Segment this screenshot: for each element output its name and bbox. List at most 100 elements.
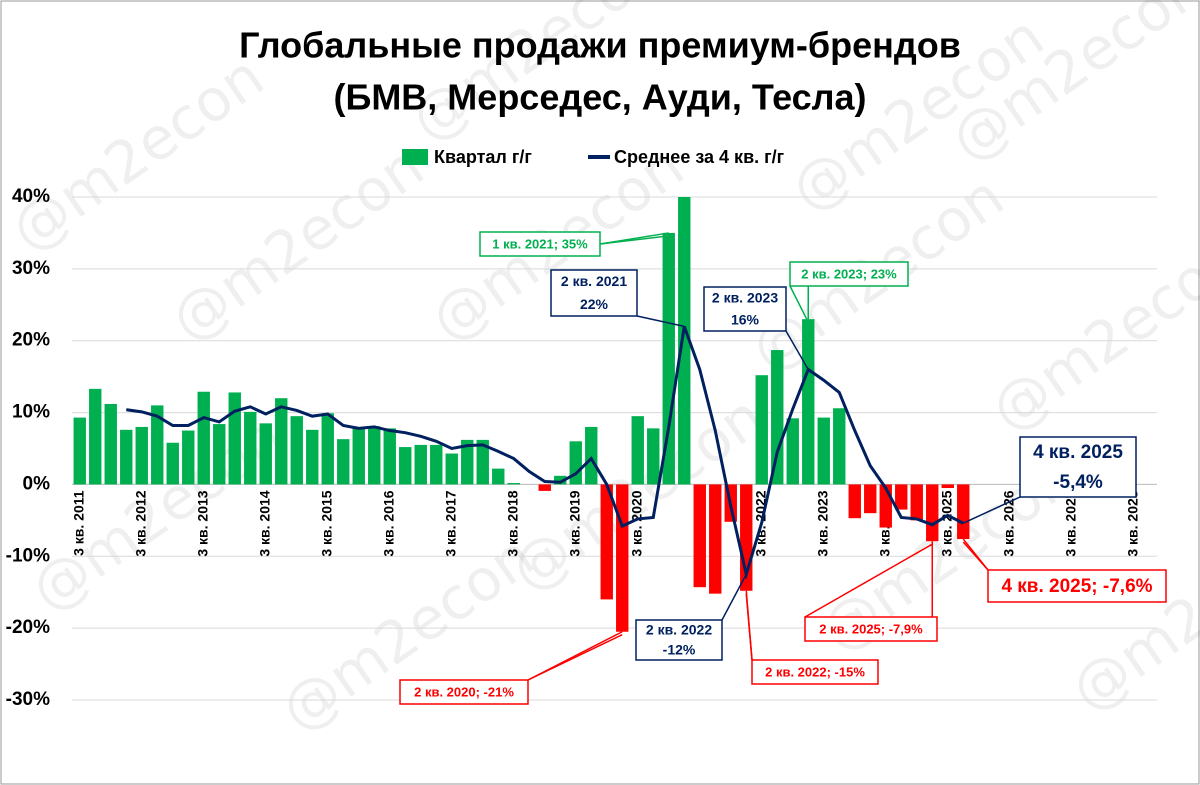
bar [554, 475, 567, 485]
bar [802, 319, 815, 485]
bar [476, 439, 489, 485]
annotation-text: -12% [663, 642, 696, 658]
bar [771, 350, 784, 485]
x-tick-label: 3 кв. 2026 [1000, 490, 1016, 556]
bar [337, 439, 350, 485]
x-tick-label: 3 кв. 2011 [70, 490, 86, 556]
annotation-text: 2 кв. 2020; -21% [414, 684, 514, 699]
bar [244, 411, 257, 485]
bar [228, 392, 241, 485]
annotation-text: 22% [580, 296, 609, 312]
bar [492, 468, 505, 485]
bar [368, 426, 381, 485]
bar [817, 417, 830, 485]
bar [600, 484, 613, 600]
bar [89, 388, 102, 485]
bar [507, 482, 520, 485]
bar [941, 484, 954, 489]
bar [538, 484, 551, 491]
bar [585, 426, 598, 485]
bar [616, 484, 629, 632]
annotation-box [1019, 436, 1137, 498]
chart-title: (БМВ, Мерседес, Ауди, Тесла) [333, 77, 866, 118]
x-tick-label: 3 кв. 2015 [318, 490, 334, 556]
bar [166, 442, 179, 485]
annotation-box [550, 269, 638, 317]
bar [895, 484, 908, 510]
bar [693, 484, 706, 588]
x-tick-label: 3 кв. 2023 [814, 490, 830, 556]
y-tick-label: 10% [12, 402, 50, 423]
annotation-box [399, 679, 529, 705]
leader-line [789, 285, 809, 323]
annotation-text: 2 кв. 2023 [712, 290, 778, 306]
bar [461, 439, 474, 485]
leader-line [785, 330, 809, 370]
annotation-text: 2 кв. 2023; 23% [801, 266, 897, 281]
bar [662, 232, 675, 485]
chart-title: Глобальные продажи премиум-брендов [239, 25, 961, 66]
x-tick-label: 3 кв. 2027 [1062, 490, 1078, 556]
annotation-box [804, 616, 938, 642]
bar [73, 417, 86, 485]
legend-swatch [402, 149, 428, 165]
bar [352, 428, 365, 485]
leader-line [721, 573, 747, 621]
legend-label: Квартал г/г [434, 147, 532, 167]
x-tick-label: 3 кв. 2017 [442, 490, 458, 556]
line [126, 325, 964, 581]
bar [135, 426, 148, 485]
bar [383, 428, 396, 485]
bar [399, 447, 412, 485]
annotation-box [635, 619, 723, 661]
leader-line [527, 634, 623, 681]
x-tick-label: 3 кв. 2019 [566, 490, 582, 556]
annotation-text: 2 кв. 2021 [561, 273, 627, 289]
bar [569, 441, 582, 485]
bar [631, 416, 644, 485]
bar [709, 484, 722, 594]
x-tick-label: 3 кв. 2025 [938, 490, 954, 556]
leader-line [599, 235, 669, 245]
annotation-box [479, 231, 601, 257]
bar [926, 484, 939, 542]
annotation-box [703, 286, 787, 332]
bar [259, 423, 272, 485]
x-tick-label: 3 кв. 2018 [504, 490, 520, 556]
bar [833, 408, 846, 485]
annotation-text: 2 кв. 2022; -15% [765, 664, 865, 679]
y-tick-label: 30% [12, 258, 50, 279]
leader-line [745, 593, 753, 661]
annotation-text: 16% [731, 312, 760, 328]
bar [290, 416, 303, 485]
bar [213, 424, 226, 485]
y-tick-label: -10% [6, 545, 50, 566]
bar [848, 484, 861, 519]
leader-line [962, 496, 1021, 524]
bar [864, 484, 877, 514]
x-tick-label: 3 кв. 2012 [132, 490, 148, 556]
bar [321, 413, 334, 485]
y-tick-label: 0% [23, 473, 51, 494]
bar [414, 444, 427, 485]
bar [647, 428, 660, 485]
annotation-text: 1 кв. 2021; 35% [492, 236, 588, 251]
x-tick-label: 3 кв. 2020 [628, 490, 644, 556]
y-tick-label: -30% [6, 689, 50, 710]
bar [120, 429, 133, 485]
x-tick-label: 3 кв. 2016 [380, 490, 396, 556]
bar [275, 398, 288, 485]
annotation-text: -5,4% [1053, 472, 1103, 493]
leader-line [962, 541, 989, 571]
x-tick-label: 3 кв. 2014 [256, 490, 272, 556]
y-tick-label: 20% [12, 330, 50, 351]
annotation-text: 4 кв. 2025; -7,6% [1001, 576, 1152, 597]
bar [755, 375, 768, 485]
annotation-box [751, 659, 879, 685]
bar [445, 453, 458, 485]
legend-label: Среднее за 4 кв. г/г [614, 147, 785, 167]
annotation-box [987, 569, 1167, 603]
bar [910, 484, 923, 521]
leader-line [804, 543, 933, 618]
